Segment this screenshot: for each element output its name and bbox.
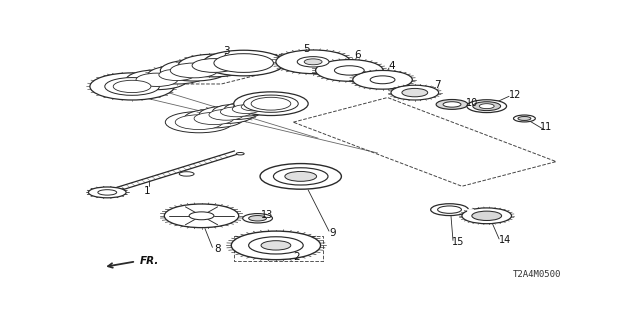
Ellipse shape [165,112,233,133]
Ellipse shape [438,206,461,213]
Ellipse shape [370,76,395,84]
Ellipse shape [236,153,244,155]
Ellipse shape [248,237,303,254]
Ellipse shape [164,204,239,228]
Ellipse shape [199,106,253,124]
Text: 1: 1 [144,186,151,196]
Ellipse shape [220,107,252,117]
Ellipse shape [518,116,531,120]
Ellipse shape [443,102,461,107]
Ellipse shape [209,109,244,120]
Ellipse shape [431,204,468,216]
Text: 14: 14 [499,236,511,245]
Ellipse shape [467,100,507,113]
Ellipse shape [472,211,502,220]
Ellipse shape [473,102,500,111]
Ellipse shape [113,80,151,92]
Ellipse shape [231,231,321,260]
Text: 3: 3 [223,46,230,56]
Ellipse shape [316,60,383,81]
Text: 12: 12 [509,90,521,100]
Ellipse shape [353,70,412,89]
Ellipse shape [241,103,266,111]
Ellipse shape [462,208,511,224]
Ellipse shape [285,172,317,181]
Ellipse shape [105,77,159,95]
Ellipse shape [234,92,308,116]
Ellipse shape [98,190,116,195]
Ellipse shape [178,54,250,77]
Ellipse shape [244,95,298,112]
Text: 8: 8 [214,244,221,254]
Text: T2A4M0500: T2A4M0500 [513,270,561,279]
Ellipse shape [126,70,188,90]
Ellipse shape [184,109,244,128]
Text: 15: 15 [452,237,464,247]
Ellipse shape [436,100,468,109]
Ellipse shape [225,102,268,116]
Text: 10: 10 [466,98,478,108]
Ellipse shape [304,59,322,65]
Ellipse shape [161,60,228,81]
Text: 7: 7 [434,80,440,90]
Ellipse shape [260,164,341,189]
Ellipse shape [175,115,223,130]
Ellipse shape [136,73,178,86]
Ellipse shape [194,112,234,124]
Ellipse shape [402,88,428,97]
Ellipse shape [170,63,218,78]
Ellipse shape [248,216,266,221]
Ellipse shape [192,59,236,72]
Text: 13: 13 [261,210,274,220]
Text: 6: 6 [355,50,361,60]
Ellipse shape [335,66,364,75]
Ellipse shape [261,241,291,250]
Ellipse shape [243,213,273,223]
Text: FR.: FR. [140,256,159,266]
Ellipse shape [234,100,273,113]
Ellipse shape [479,104,494,108]
Ellipse shape [297,57,329,67]
Ellipse shape [148,66,205,84]
Ellipse shape [273,168,328,185]
Text: 11: 11 [540,122,552,132]
Ellipse shape [179,172,194,176]
Text: 2: 2 [293,252,300,262]
Ellipse shape [232,105,260,114]
Text: 4: 4 [388,61,395,71]
Ellipse shape [243,100,277,110]
Ellipse shape [251,97,291,110]
Ellipse shape [189,212,214,220]
Ellipse shape [88,187,126,198]
Ellipse shape [159,69,195,81]
Ellipse shape [391,85,438,100]
Ellipse shape [276,50,350,74]
Ellipse shape [90,73,174,100]
Ellipse shape [214,54,273,72]
Text: 5: 5 [303,44,310,54]
Ellipse shape [513,115,535,122]
Text: 9: 9 [330,228,336,238]
Ellipse shape [212,104,260,119]
Ellipse shape [203,50,284,76]
Ellipse shape [249,101,271,108]
